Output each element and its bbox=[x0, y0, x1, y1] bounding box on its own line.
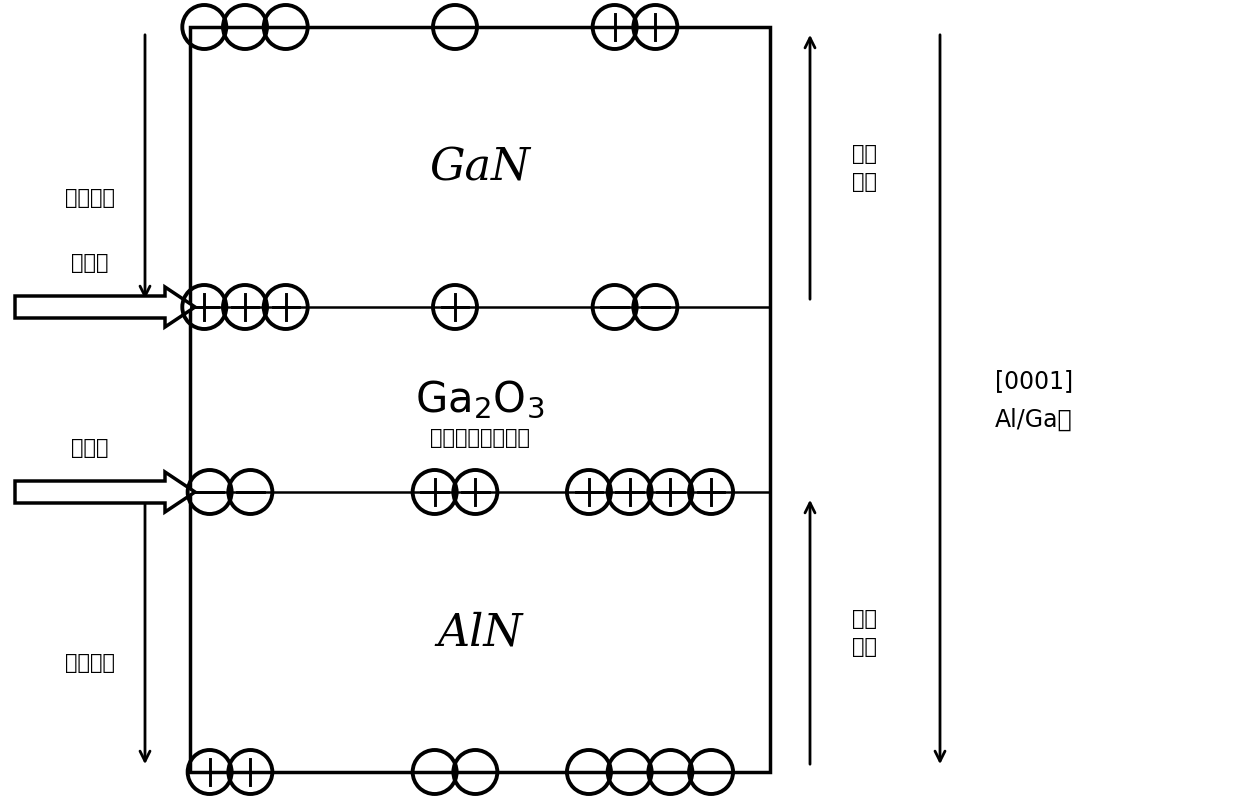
Text: AlN: AlN bbox=[438, 610, 523, 654]
Polygon shape bbox=[15, 288, 195, 327]
Text: 压应力: 压应力 bbox=[71, 437, 109, 457]
Bar bbox=[190, 28, 770, 772]
Text: 压应力: 压应力 bbox=[71, 253, 109, 273]
Polygon shape bbox=[15, 472, 195, 512]
Text: 固定剩余极化电荷: 固定剩余极化电荷 bbox=[430, 427, 529, 448]
Text: 自发
极化: 自发 极化 bbox=[852, 608, 878, 656]
Text: 压电极化: 压电极化 bbox=[64, 652, 115, 672]
Text: $\mathrm{Ga_2O_3}$: $\mathrm{Ga_2O_3}$ bbox=[415, 379, 544, 421]
Text: [0001]
Al/Ga面: [0001] Al/Ga面 bbox=[994, 368, 1073, 431]
Text: 压电极化: 压电极化 bbox=[64, 188, 115, 208]
Text: 自发
极化: 自发 极化 bbox=[852, 144, 878, 192]
Text: GaN: GaN bbox=[429, 146, 531, 189]
